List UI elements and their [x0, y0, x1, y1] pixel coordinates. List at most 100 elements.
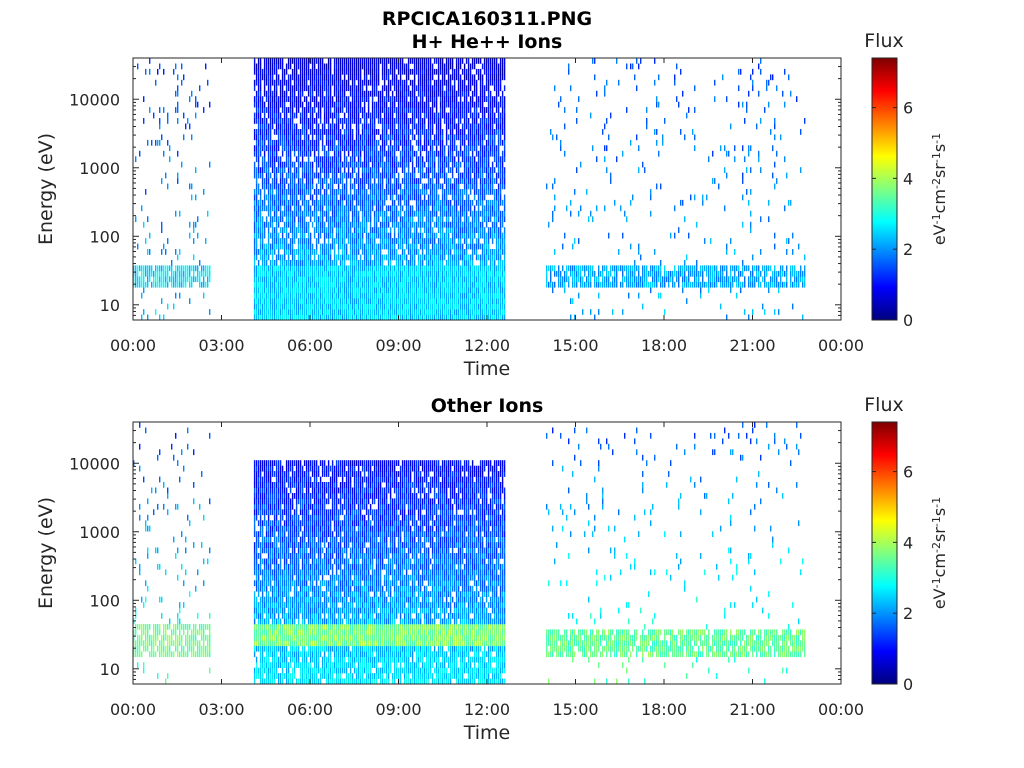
flux-cell: [367, 172, 370, 179]
flux-cell: [269, 134, 272, 141]
flux-cell: [401, 260, 404, 266]
flux-cell: [285, 199, 288, 206]
flux-cell: [421, 101, 424, 108]
flux-cell: [449, 123, 452, 130]
flux-cell: [341, 270, 344, 277]
flux-cell: [353, 232, 356, 239]
flux-cell: [311, 276, 314, 283]
flux-cell: [413, 210, 416, 217]
flux-cell: [253, 96, 256, 102]
flux-cell: [457, 189, 460, 195]
flux-cell: [253, 260, 256, 266]
flux-cell: [437, 292, 440, 299]
flux-cell: [423, 74, 426, 81]
flux-cell: [391, 210, 394, 217]
flux-cell: [453, 238, 456, 244]
flux-cell: [275, 79, 278, 86]
flux-cell: [425, 96, 428, 102]
flux-cell: [293, 287, 296, 294]
flux-cell: [425, 276, 428, 283]
flux-cell: [367, 167, 370, 173]
flux-cell: [423, 210, 426, 217]
flux-cell: [459, 254, 462, 261]
flux-cell: [445, 249, 448, 255]
flux-cell: [329, 205, 332, 212]
flux-cell: [199, 276, 201, 283]
flux-cell: [455, 276, 458, 283]
flux-cell: [167, 281, 169, 288]
flux-cell: [263, 134, 266, 141]
flux-cell: [391, 156, 394, 163]
flux-cell: [283, 210, 286, 217]
flux-cell: [411, 216, 414, 223]
flux-cell: [379, 281, 382, 288]
flux-cell: [477, 243, 480, 250]
flux-cell: [441, 276, 444, 283]
flux-cell: [275, 150, 278, 157]
flux-cell: [337, 63, 340, 70]
flux-cell: [267, 287, 270, 294]
flux-cell: [457, 183, 460, 190]
flux-cell: [271, 254, 274, 261]
flux-cell: [315, 123, 318, 130]
flux-cell: [339, 58, 342, 64]
flux-cell: [341, 63, 344, 70]
flux-cell: [423, 227, 426, 233]
flux-cell: [273, 265, 276, 272]
flux-cell: [459, 134, 462, 141]
flux-cell: [399, 287, 402, 294]
flux-cell: [411, 96, 414, 102]
flux-cell: [327, 281, 330, 288]
flux-cell: [429, 238, 432, 244]
flux-cell: [277, 183, 280, 190]
flux-cell: [407, 68, 410, 75]
flux-cell: [385, 112, 388, 119]
flux-cell: [257, 74, 260, 81]
flux-cell: [373, 265, 376, 272]
flux-cell: [207, 281, 209, 288]
flux-cell: [429, 161, 432, 168]
flux-cell: [463, 183, 466, 190]
flux-cell: [277, 194, 280, 201]
flux-cell: [155, 79, 157, 86]
flux-cell: [369, 129, 372, 135]
flux-cell: [409, 243, 412, 250]
flux-cell: [301, 232, 304, 239]
flux-cell: [421, 96, 424, 102]
flux-cell: [279, 194, 282, 201]
flux-cell: [353, 58, 356, 64]
flux-cell: [475, 210, 478, 217]
flux-cell: [439, 216, 442, 223]
flux-cell: [289, 145, 292, 152]
flux-cell: [271, 189, 274, 195]
flux-cell: [409, 68, 412, 75]
flux-cell: [349, 101, 352, 108]
flux-cell: [295, 85, 298, 92]
flux-cell: [309, 249, 312, 255]
flux-cell: [319, 216, 322, 223]
flux-cell: [295, 227, 298, 233]
flux-cell: [443, 90, 446, 97]
flux-cell: [459, 270, 462, 277]
flux-cell: [463, 221, 466, 228]
flux-cell: [307, 189, 310, 195]
flux-cell: [331, 314, 334, 321]
flux-cell: [269, 205, 272, 212]
flux-cell: [431, 314, 434, 321]
flux-cell: [397, 118, 400, 124]
flux-cell: [323, 314, 326, 321]
flux-cell: [275, 156, 278, 163]
flux-cell: [265, 96, 268, 102]
flux-cell: [289, 210, 292, 217]
flux-cell: [273, 96, 276, 102]
flux-cell: [347, 281, 350, 288]
flux-cell: [461, 243, 464, 250]
flux-cell: [311, 145, 314, 152]
flux-cell: [291, 101, 294, 108]
flux-cell: [391, 314, 394, 321]
flux-cell: [317, 260, 320, 266]
flux-cell: [419, 90, 422, 97]
flux-cell: [367, 216, 370, 223]
flux-cell: [469, 156, 472, 163]
flux-cell: [305, 238, 308, 244]
